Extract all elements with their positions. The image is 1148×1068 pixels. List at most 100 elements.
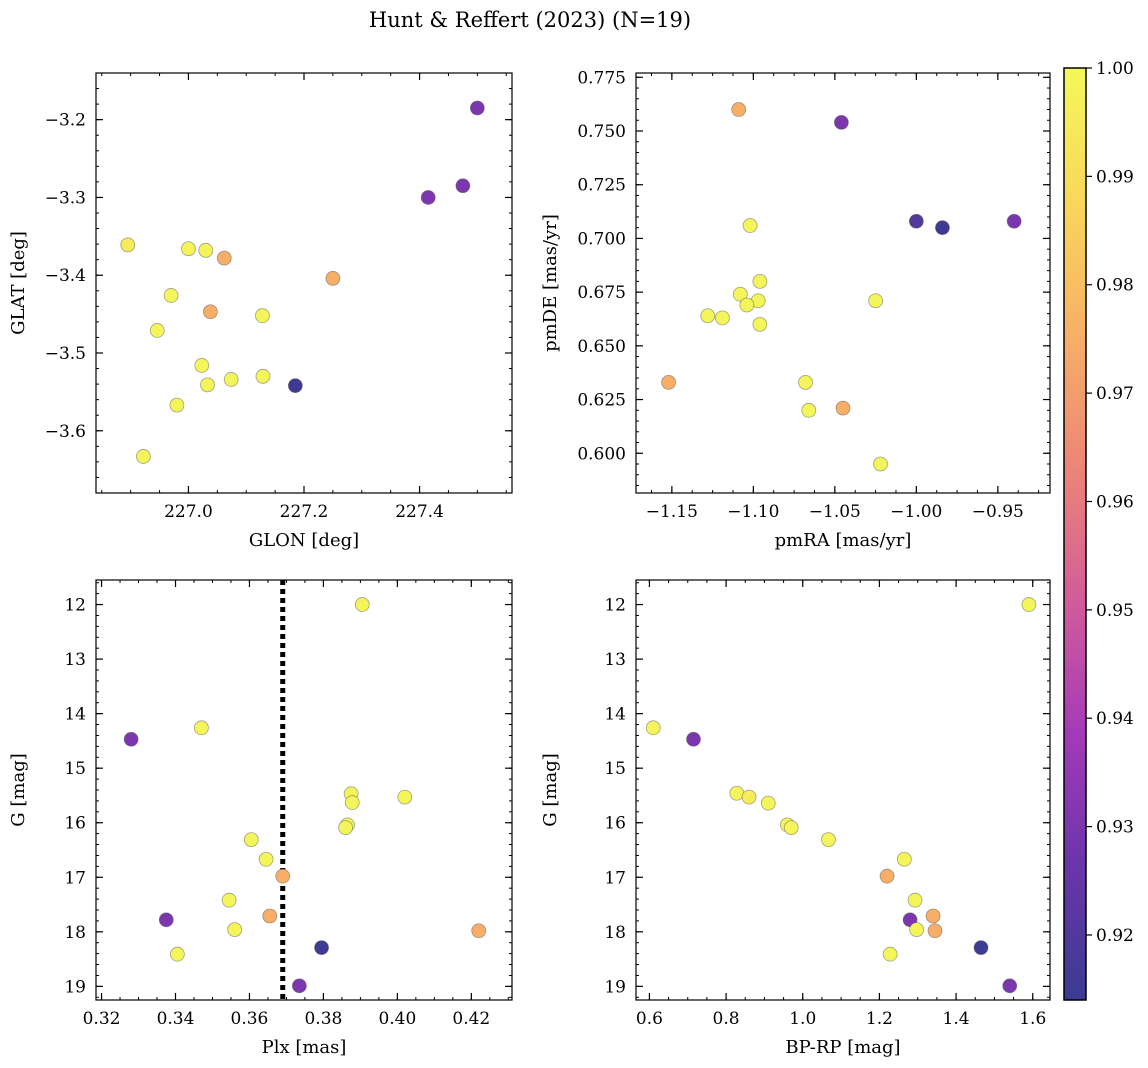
x-tick-label: 1.0 — [789, 1009, 816, 1029]
x-tick-label: 0.42 — [452, 1009, 490, 1029]
data-point — [700, 308, 716, 324]
data-point — [798, 374, 813, 390]
data-point — [200, 377, 215, 393]
y-tick-label: 15 — [604, 759, 626, 779]
y-tick-label: −3.4 — [45, 266, 86, 286]
data-point — [686, 731, 701, 747]
colorbar-tick-label: 0.96 — [1096, 492, 1134, 512]
data-point — [908, 213, 924, 229]
y-tick-label: 0.675 — [577, 283, 626, 303]
x-tick-label: 0.34 — [157, 1009, 195, 1029]
y-tick-label: 19 — [604, 977, 626, 997]
x-tick-label: 1.4 — [943, 1009, 970, 1029]
data-point — [123, 731, 139, 747]
data-point — [223, 372, 239, 387]
data-point — [243, 832, 259, 848]
data-point — [287, 378, 303, 394]
y-tick-label: 16 — [64, 814, 86, 834]
axes-frame — [635, 579, 1051, 1001]
data-point — [169, 397, 185, 413]
y-tick-label: 13 — [64, 650, 86, 670]
y-tick-label: 14 — [604, 705, 626, 725]
data-point — [420, 190, 436, 205]
data-point — [739, 297, 755, 313]
data-point — [227, 922, 243, 938]
y-tick-label: 19 — [64, 977, 86, 997]
panel-plx-g: 0.32 0.34 0.36 0.38 0.40 0.42 12 13 14 15 16 17 18 19… — [8, 579, 513, 1058]
y-tick-label: −3.5 — [45, 344, 86, 364]
y-tick-label: −3.6 — [45, 422, 86, 442]
data-point — [198, 242, 214, 258]
data-point — [752, 316, 768, 332]
y-tick-label: 17 — [64, 868, 86, 888]
panel-glon-glat: 227.0 227.2 227.4 −3.2 −3.3 −3.4 −3.5 −3.6 GLON … — [8, 72, 513, 551]
data-point — [925, 908, 941, 924]
y-tick-label: 12 — [604, 596, 626, 616]
data-point — [732, 286, 748, 302]
data-point — [120, 237, 136, 253]
x-axis-label: pmRA [mas/yr] — [775, 530, 912, 551]
colorbar-tick-label: 0.94 — [1096, 709, 1134, 729]
data-point — [927, 923, 943, 939]
data-point — [325, 270, 341, 286]
y-axis-label: G [mag] — [540, 753, 561, 826]
x-tick-label: 0.38 — [304, 1009, 342, 1029]
data-point — [1006, 213, 1022, 229]
data-point — [783, 820, 799, 836]
x-tick-label: −1.15 — [646, 502, 698, 522]
data-point — [868, 293, 883, 309]
data-point — [314, 940, 329, 956]
data-point — [909, 922, 924, 938]
x-tick-label: 0.6 — [636, 1009, 663, 1029]
data-point — [873, 456, 888, 472]
data-point — [879, 868, 895, 884]
y-tick-label: −3.3 — [45, 188, 86, 208]
data-point — [193, 720, 209, 736]
y-tick-label: 13 — [604, 650, 626, 670]
data-point — [645, 720, 661, 736]
colorbar-tick-label: 0.97 — [1096, 384, 1134, 404]
x-tick-label: 0.8 — [713, 1009, 740, 1029]
data-point — [149, 323, 165, 338]
y-tick-label: 16 — [604, 814, 626, 834]
y-tick-label: 0.600 — [577, 444, 626, 464]
y-tick-label: 17 — [604, 868, 626, 888]
data-point — [1021, 597, 1037, 612]
data-point — [935, 220, 950, 236]
data-point — [254, 308, 270, 324]
y-tick-label: 0.700 — [577, 229, 626, 249]
data-point — [471, 923, 487, 939]
data-point — [275, 868, 291, 884]
y-tick-label: 18 — [604, 923, 626, 943]
colorbar-tick-label: 0.92 — [1096, 926, 1134, 946]
y-tick-label: 14 — [64, 705, 86, 725]
data-point — [752, 273, 768, 289]
data-point — [973, 940, 989, 956]
colorbar-bar — [1063, 67, 1087, 1001]
y-tick-label: 0.625 — [577, 391, 626, 411]
data-point — [221, 892, 237, 908]
data-point — [262, 908, 278, 924]
x-tick-label: 1.2 — [866, 1009, 893, 1029]
y-tick-label: 0.775 — [577, 68, 626, 88]
data-point — [469, 100, 485, 116]
data-point — [1002, 978, 1018, 994]
panel-pmra-pmde: −1.15 −1.10 −1.05 −1.00 −0.95 0.600 0.625 0.650… — [540, 68, 1051, 551]
data-point — [163, 288, 179, 303]
data-point — [741, 789, 757, 805]
x-tick-label: −1.05 — [809, 502, 861, 522]
data-point — [833, 115, 849, 130]
x-tick-label: 0.36 — [231, 1009, 269, 1029]
x-tick-label: 227.4 — [395, 502, 444, 522]
data-point — [344, 795, 360, 810]
data-point — [255, 368, 271, 384]
x-tick-label: −0.95 — [972, 502, 1024, 522]
data-point — [397, 789, 413, 805]
y-tick-label: −3.2 — [45, 111, 86, 131]
y-tick-label: 0.725 — [577, 176, 626, 196]
data-point — [729, 785, 745, 801]
y-tick-label: 15 — [64, 759, 86, 779]
data-point — [801, 402, 817, 418]
x-tick-label: 227.2 — [280, 502, 329, 522]
